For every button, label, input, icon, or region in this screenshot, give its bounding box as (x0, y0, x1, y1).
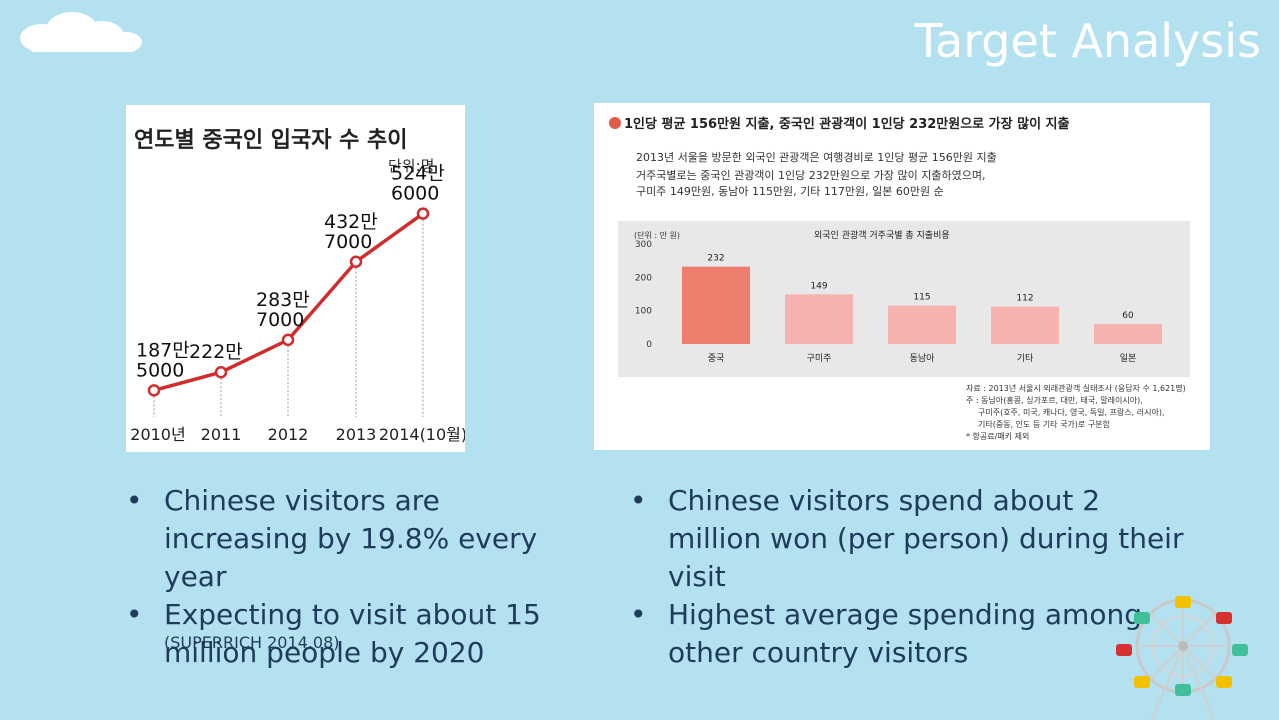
point-label: 283만 (256, 289, 310, 311)
bar (682, 266, 750, 344)
y-tick-label: 0 (646, 340, 652, 350)
y-tick-label: 300 (635, 240, 652, 250)
slide-title: Target Analysis (914, 14, 1261, 68)
point-label: 7000 (324, 231, 372, 253)
right-bullet-list: Chinese visitors spend about 2 million w… (630, 482, 1190, 672)
x-tick-label: 중국 (708, 353, 725, 364)
x-tick-label: 구미주 (807, 353, 832, 364)
bullet-item: Highest average spending among other cou… (630, 596, 1190, 672)
ferris-wheel-icon (1116, 596, 1248, 720)
bar-value-label: 232 (707, 254, 724, 264)
data-point (281, 333, 295, 347)
cloud-icon (20, 12, 142, 52)
bar-headline: 1인당 평균 156만원 지출, 중국인 관광객이 1인당 232만원으로 가장… (624, 116, 1070, 132)
note-line: * 항공료/패키 제외 (966, 431, 1029, 441)
x-tick-label: 2014(10월) (379, 425, 465, 444)
x-tick-label: 일본 (1120, 353, 1137, 364)
bar-chart: 1인당 평균 156만원 지출, 중국인 관광객이 1인당 232만원으로 가장… (609, 116, 1190, 441)
point-label: 524만 (391, 163, 445, 185)
point-label: 5000 (136, 359, 184, 381)
bar-chart-unit: (단위 : 만 원) (634, 230, 680, 240)
point-label: 6000 (391, 183, 439, 205)
bar-chart-title: 외국인 관광객 거주국별 총 지출비용 (814, 229, 950, 241)
y-tick-label: 200 (635, 273, 652, 283)
point-label: 7000 (256, 309, 304, 331)
bullet-item: Expecting to visit about 15 million peop… (126, 596, 566, 672)
bar-value-label: 60 (1122, 311, 1134, 321)
bar (991, 306, 1059, 344)
data-point (349, 255, 363, 269)
y-tick-label: 100 (635, 307, 652, 317)
x-tick-label: 기타 (1017, 353, 1034, 364)
bullet-item: Chinese visitors are increasing by 19.8%… (126, 482, 566, 596)
line-chart-unit: 단위:명 (388, 157, 434, 175)
description-line: 구미주 149만원, 동남아 115만원, 기타 117만원, 일본 60만원 … (636, 184, 944, 198)
data-point (214, 365, 228, 379)
x-tick-label: 2010년 (130, 425, 185, 444)
headline-bullet-icon (609, 117, 621, 129)
x-tick-label: 2012 (268, 425, 309, 444)
bar-value-label: 112 (1016, 294, 1033, 304)
point-label: 187만 (136, 339, 190, 361)
note-line: 구미주(호주, 미국, 캐나다, 영국, 독일, 프랑스, 러시아), (978, 407, 1165, 417)
bullet-item: Chinese visitors spend about 2 million w… (630, 482, 1190, 596)
source-note: (SUPERRICH 2014.08) (164, 633, 340, 652)
note-line: 자료 : 2013년 서울시 외래관광객 실태조사 (응답자 수 1,621명) (966, 383, 1186, 393)
data-point (147, 384, 161, 397)
x-tick-label: 2013 (336, 425, 377, 444)
bar-value-label: 115 (913, 293, 930, 303)
bar (1094, 324, 1162, 344)
bar-chart-panel: 1인당 평균 156만원 지출, 중국인 관광객이 1인당 232만원으로 가장… (594, 103, 1210, 450)
data-point (416, 207, 430, 220)
bar-value-label: 149 (810, 281, 827, 291)
bar (785, 294, 853, 344)
bar (888, 305, 956, 344)
description-line: 거주국별로는 중국인 관광객이 1인당 232만원으로 가장 많이 지출하였으며… (636, 168, 985, 182)
x-tick-label: 2011 (201, 425, 242, 444)
line-chart-panel: 연도별 중국인 입국자 수 추이 단위:명 187만 5000 2010년 222만 2… (126, 105, 467, 452)
line-chart-title: 연도별 중국인 입국자 수 추이 (134, 128, 408, 153)
point-label: 432만 (324, 211, 378, 233)
note-line: 주 : 동남아(홍콩, 싱가포르, 대만, 태국, 말레이시아), (966, 395, 1143, 405)
left-bullet-list: Chinese visitors are increasing by 19.8%… (126, 482, 566, 672)
note-line: 기타(중동, 인도 등 기타 국가)로 구분함 (978, 419, 1111, 429)
x-tick-label: 동남아 (910, 353, 936, 364)
point-label: 222만 (189, 341, 243, 363)
description-line: 2013년 서울을 방문한 외국인 관광객은 여행경비로 1인당 평균 156만… (636, 151, 997, 164)
